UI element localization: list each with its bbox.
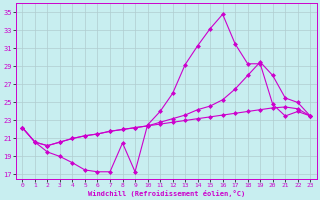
X-axis label: Windchill (Refroidissement éolien,°C): Windchill (Refroidissement éolien,°C)	[88, 190, 245, 197]
